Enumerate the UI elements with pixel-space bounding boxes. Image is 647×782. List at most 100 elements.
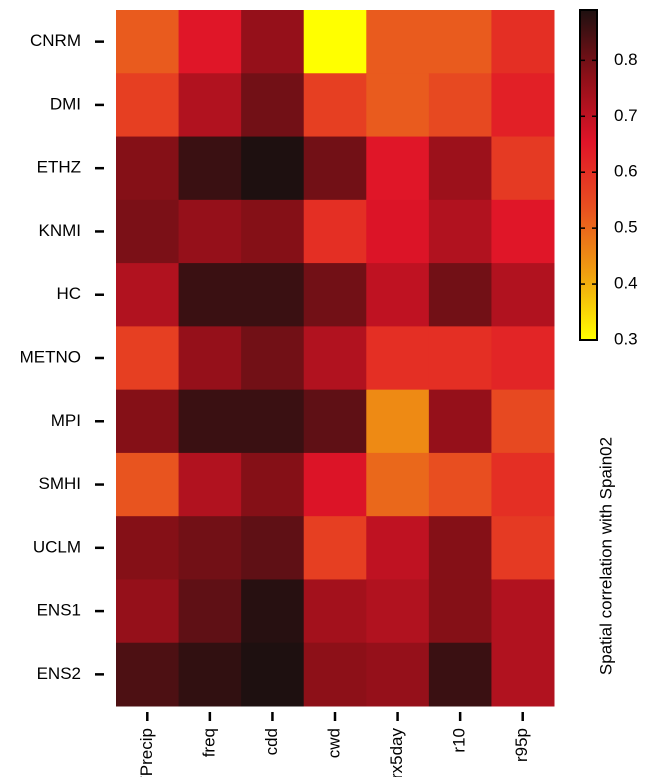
colorbar-tick-label: 0.7 [614, 106, 638, 125]
heatmap-cell [178, 73, 242, 138]
heatmap-cell [303, 516, 367, 580]
y-tick-label: KNMI [39, 221, 82, 240]
heatmap-cell [428, 199, 492, 264]
heatmap-cell [366, 10, 430, 74]
colorbar-tick-label: 0.5 [614, 218, 638, 237]
heatmap-cell [303, 136, 367, 201]
heatmap-cell [491, 10, 555, 74]
heatmap-cell [491, 389, 555, 454]
heatmap-cell [303, 10, 367, 74]
heatmap-cell [178, 199, 242, 264]
x-tick-label: cdd [262, 728, 281, 755]
heatmap-cell [366, 73, 430, 138]
heatmap-cell [428, 10, 492, 74]
heatmap-cell [428, 579, 492, 644]
heatmap-cell [178, 516, 242, 580]
colorbar-tick-label: 0.8 [614, 50, 638, 69]
y-tick-label: ENS1 [37, 601, 81, 620]
heatmap-cell [178, 579, 242, 644]
heatmap-cell [116, 199, 180, 264]
y-tick-label: ENS2 [37, 664, 81, 683]
heatmap-cell [241, 199, 305, 264]
heatmap-cell [491, 199, 555, 264]
heatmap-cell [491, 452, 555, 517]
heatmap-cell [116, 73, 180, 138]
x-tick-label: r95p [512, 728, 531, 762]
heatmap-cell [303, 326, 367, 391]
x-tick-label: r10 [450, 728, 469, 753]
heatmap-cell [428, 263, 492, 327]
heatmap-cell [366, 516, 430, 580]
heatmap-cell [428, 389, 492, 454]
heatmap-cell [428, 136, 492, 201]
colorbar-tick-label: 0.4 [614, 274, 638, 293]
heatmap-cell [491, 73, 555, 138]
heatmap-cell [178, 642, 242, 707]
heatmap-cell [491, 579, 555, 644]
x-tick-label: freq [199, 728, 218, 757]
heatmap-cell [366, 579, 430, 644]
heatmap-cell [178, 389, 242, 454]
colorbar-tick-label: 0.3 [614, 329, 638, 348]
heatmap-cell [428, 73, 492, 138]
heatmap-cell [303, 642, 367, 707]
heatmap-cell [116, 326, 180, 391]
heatmap-cell [241, 10, 305, 74]
heatmap-cell [241, 263, 305, 327]
heatmap-cell [303, 73, 367, 138]
heatmap-cell [241, 516, 305, 580]
heatmap-cell [366, 263, 430, 327]
y-tick-label: ETHZ [37, 158, 81, 177]
heatmap-cell [116, 642, 180, 707]
y-tick-label: UCLM [33, 537, 81, 556]
heatmap-cell [241, 136, 305, 201]
heatmap-cell [241, 452, 305, 517]
y-tick-label: MPI [51, 411, 81, 430]
heatmap-cell [178, 452, 242, 517]
heatmap-cell [491, 263, 555, 327]
heatmap-cell [116, 263, 180, 327]
heatmap-cell [491, 516, 555, 580]
heatmap-cell [366, 326, 430, 391]
heatmap-cell [178, 10, 242, 74]
heatmap-cell [366, 452, 430, 517]
colorbar-tick-label: 0.6 [614, 162, 638, 181]
heatmap-cell [366, 199, 430, 264]
heatmap-cell [303, 263, 367, 327]
colorbar-label: Spatial correlation with Spain02 [596, 437, 615, 675]
heatmap-cell [241, 73, 305, 138]
heatmap-cell [303, 389, 367, 454]
heatmap-cell [241, 389, 305, 454]
heatmap-cell [303, 199, 367, 264]
x-tick-label: rx5day [387, 728, 406, 777]
heatmap-cell [428, 516, 492, 580]
x-tick-label: TPrecip [137, 728, 156, 777]
heatmap-cell [366, 136, 430, 201]
heatmap-cell [116, 136, 180, 201]
heatmap-cell [428, 642, 492, 707]
heatmap-cell [178, 136, 242, 201]
heatmap-cell [116, 10, 180, 74]
heatmap-cell [241, 579, 305, 644]
heatmap-cell [491, 136, 555, 201]
colorbar [579, 9, 598, 341]
heatmap-cell [303, 579, 367, 644]
x-tick-label: cwd [324, 728, 343, 758]
heatmap-cell [303, 452, 367, 517]
heatmap-cell [116, 389, 180, 454]
heatmap-cell [241, 642, 305, 707]
heatmap-cell [178, 263, 242, 327]
heatmap-cell [116, 579, 180, 644]
heatmap-cell [116, 452, 180, 517]
y-tick-label: HC [56, 284, 81, 303]
heatmap-cell [116, 516, 180, 580]
heatmap-cell [366, 389, 430, 454]
heatmap-cell [178, 326, 242, 391]
y-tick-label: SMHI [39, 474, 82, 493]
y-tick-label: CNRM [30, 31, 81, 50]
heatmap-cell [428, 326, 492, 391]
heatmap-cell [491, 326, 555, 391]
y-tick-label: METNO [20, 347, 81, 366]
heatmap-cell [428, 452, 492, 517]
